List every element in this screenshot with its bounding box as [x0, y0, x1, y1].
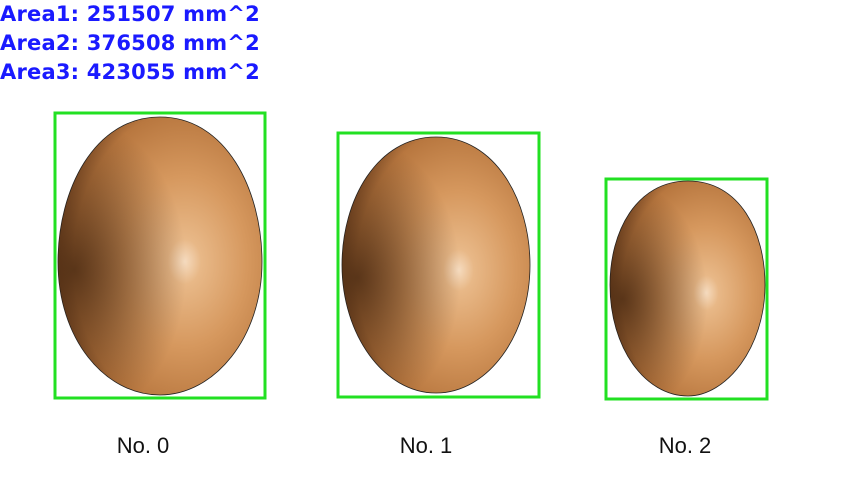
area-readouts: Area1: 251507 mm^2 Area2: 376508 mm^2 Ar… [0, 0, 260, 87]
egg-0 [53, 111, 267, 400]
bounding-box-1 [336, 131, 541, 399]
egg-label-1: No. 1 [399, 433, 453, 458]
egg-label-0: No. 0 [116, 433, 170, 458]
area-readout-1: Area1: 251507 mm^2 [0, 2, 260, 26]
egg-1 [336, 131, 541, 399]
area-readout-2: Area2: 376508 mm^2 [0, 31, 260, 55]
egg-2 [604, 177, 769, 401]
area-readout-3: Area3: 423055 mm^2 [0, 60, 260, 84]
egg-label-2: No. 2 [658, 433, 712, 458]
bounding-box-2 [604, 177, 769, 401]
bounding-box-0 [53, 111, 267, 400]
